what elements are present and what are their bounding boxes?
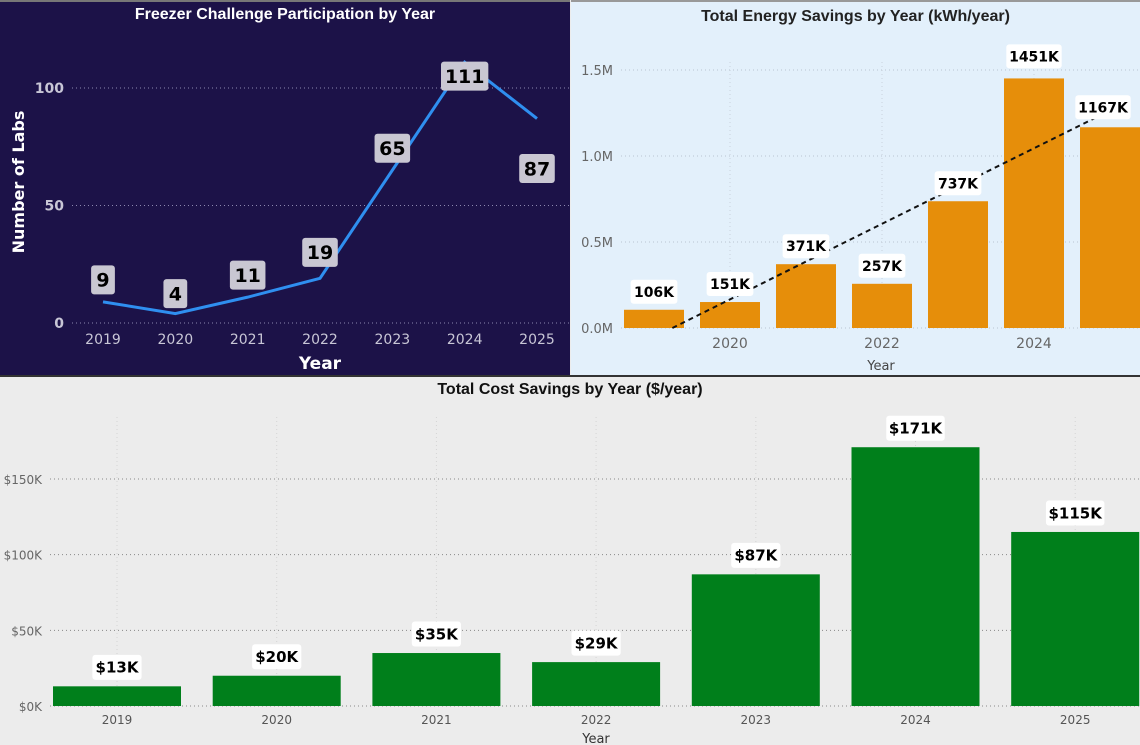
y-tick-label: $0K [19,700,43,714]
data-label: 65 [379,138,405,160]
x-tick-label: 2020 [158,332,194,348]
y-tick-label: $150K [4,473,44,487]
data-label-box [782,234,830,259]
data-label-box [571,630,621,656]
x-tick-label: 2023 [741,713,772,727]
data-label-box [302,237,338,267]
x-axis-label: Year [298,354,342,374]
data-label: 4 [169,283,182,305]
x-tick-label: 2019 [102,713,133,727]
energy-chart-panel: Total Energy Savings by Year (kWh/year) … [571,0,1140,375]
data-label: 106K [634,285,675,301]
x-tick-label: 2021 [230,332,266,348]
x-tick-label: 2022 [302,332,338,348]
cost-chart-panel: Total Cost Savings by Year ($/year) $0K $… [0,375,1140,745]
data-label-box [886,415,945,441]
y-tick-label: 50 [45,199,65,215]
y-tick-label: 0.0M [581,322,613,337]
data-label: 11 [234,265,260,287]
y-tick-label: $100K [4,549,44,563]
y-tick-label: 0 [54,316,64,332]
data-label: 1167K [1078,100,1129,116]
data-label: 9 [96,270,109,292]
bar-2023 [928,201,988,328]
chart-title: Freezer Challenge Participation by Year [134,6,436,23]
data-label-box [411,621,461,647]
data-label: $29K [575,635,619,653]
bar-2021 [776,264,836,328]
data-label: $35K [415,625,459,643]
chart-title: Total Energy Savings by Year (kWh/year) [701,8,1010,25]
data-label: 737K [938,176,979,192]
x-tick-label: 2020 [261,713,292,727]
data-label-box [91,265,115,295]
data-label-box [519,154,555,184]
x-tick-label: 2020 [712,336,748,352]
y-tick-label: 100 [35,81,64,97]
data-label: $13K [96,659,140,677]
data-label: $171K [889,420,944,438]
data-label-box [229,260,266,290]
bar-2020 [212,675,341,706]
x-tick-label: 2021 [421,713,452,727]
data-label: 19 [307,242,333,264]
x-tick-label: 2025 [1060,713,1091,727]
x-tick-label: 2024 [1016,336,1052,352]
data-label: 1451K [1009,49,1060,65]
data-label: $20K [255,648,299,666]
data-label-box [252,644,302,670]
x-tick-label: 2022 [581,713,612,727]
y-axis-label: Number of Labs [9,111,28,254]
bar-2022 [532,662,661,706]
y-tick-label: 0.5M [581,236,613,251]
data-label-box [92,654,142,680]
participation-chart-panel: Freezer Challenge Participation by Year … [0,0,570,375]
data-label-box [374,133,411,163]
participation-line-chart: 0 50 100 2019 2020 2021 2022 2023 2024 2025 Year Nu… [9,59,570,374]
x-axis-label: Year [581,732,610,745]
bar-2025 [1080,127,1140,328]
data-label: 371K [786,239,827,255]
x-tick-label: 2019 [85,332,121,348]
series-line [102,59,538,316]
y-tick-label: $50K [11,624,43,638]
data-label-box [630,279,678,304]
x-tick-label: 2025 [519,332,555,348]
bar-2025 [1011,531,1140,706]
cost-bar-chart: $0K $50K $100K $150K 2019 2020 2021 2022 2023 202… [4,415,1140,745]
data-label: 87 [524,158,550,180]
x-tick-label: 2024 [447,332,483,348]
data-label: 151K [710,277,751,293]
bar-2020 [700,302,760,328]
bar-2024 [1004,78,1064,328]
data-label-box [731,542,781,568]
x-tick-label: 2023 [375,332,411,348]
data-label: 111 [445,66,485,88]
data-label-box [1006,44,1062,69]
data-label-box [1075,95,1131,120]
bar-2024 [851,447,980,706]
chart-title: Total Cost Savings by Year ($/year) [437,381,703,398]
data-label-box [440,61,489,91]
bar-2019 [624,309,684,328]
y-tick-label: 1.5M [581,64,613,79]
data-label-box [1045,500,1105,526]
y-tick-label: 1.0M [581,150,613,165]
data-label-box [163,279,188,309]
x-axis-label: Year [866,359,895,374]
data-label: 257K [862,259,903,275]
energy-bar-chart: 0.0M 0.5M 1.0M 1.5M 2020 2022 2024 Year 106K 151K… [581,44,1140,374]
x-tick-label: 2024 [900,713,931,727]
bar-2023 [691,574,820,706]
data-label-box [934,171,982,196]
bar-2019 [53,686,181,706]
bar-2021 [372,653,501,706]
data-label: $87K [734,547,778,565]
x-tick-label: 2022 [864,336,900,352]
data-label-box [858,253,906,278]
data-label-box [706,272,754,297]
data-label: $115K [1049,504,1104,522]
bar-2022 [852,283,912,328]
